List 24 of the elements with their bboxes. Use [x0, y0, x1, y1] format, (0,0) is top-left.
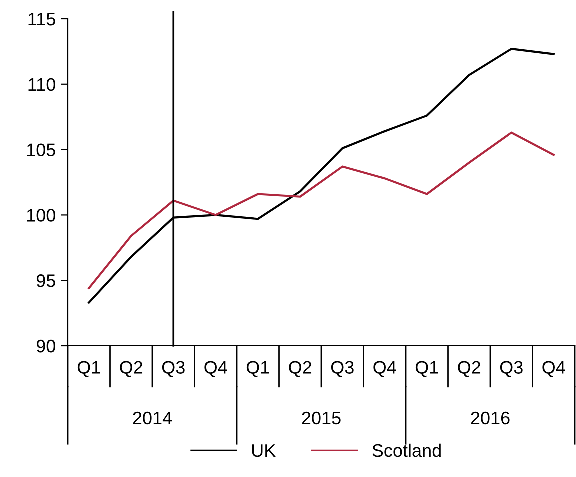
x-tick-label: Q2	[120, 361, 143, 378]
y-tick-label: 100	[27, 209, 56, 222]
text: 2014	[133, 412, 172, 425]
x-tick-label: Q3	[162, 361, 185, 378]
y-tick-label: 90	[36, 340, 56, 353]
x-tick-label: Q2	[289, 361, 312, 378]
text: 2015	[302, 412, 341, 425]
x-tick-label: Q1	[416, 361, 438, 378]
x-tick-label: Q1	[78, 361, 100, 378]
y-tick-label: 95	[36, 274, 56, 288]
x-tick-label: Q3	[500, 361, 523, 378]
x-tick-label: Q2	[458, 361, 481, 378]
x-tick-label: Q4	[542, 361, 566, 378]
y-tick-label: 110	[28, 78, 56, 92]
y-tick-label: 115	[28, 13, 56, 26]
y-tick-label: 105	[27, 144, 56, 157]
legend-label: Scotland	[372, 444, 441, 458]
line-series	[88, 132, 555, 290]
x-tick-label: Q4	[204, 361, 228, 378]
legend-label: UK	[252, 444, 276, 458]
x-tick-label: Q3	[331, 361, 354, 378]
text: 2016	[471, 412, 510, 425]
x-tick-label: Q4	[374, 361, 396, 378]
x-tick-label: Q1	[246, 361, 270, 378]
